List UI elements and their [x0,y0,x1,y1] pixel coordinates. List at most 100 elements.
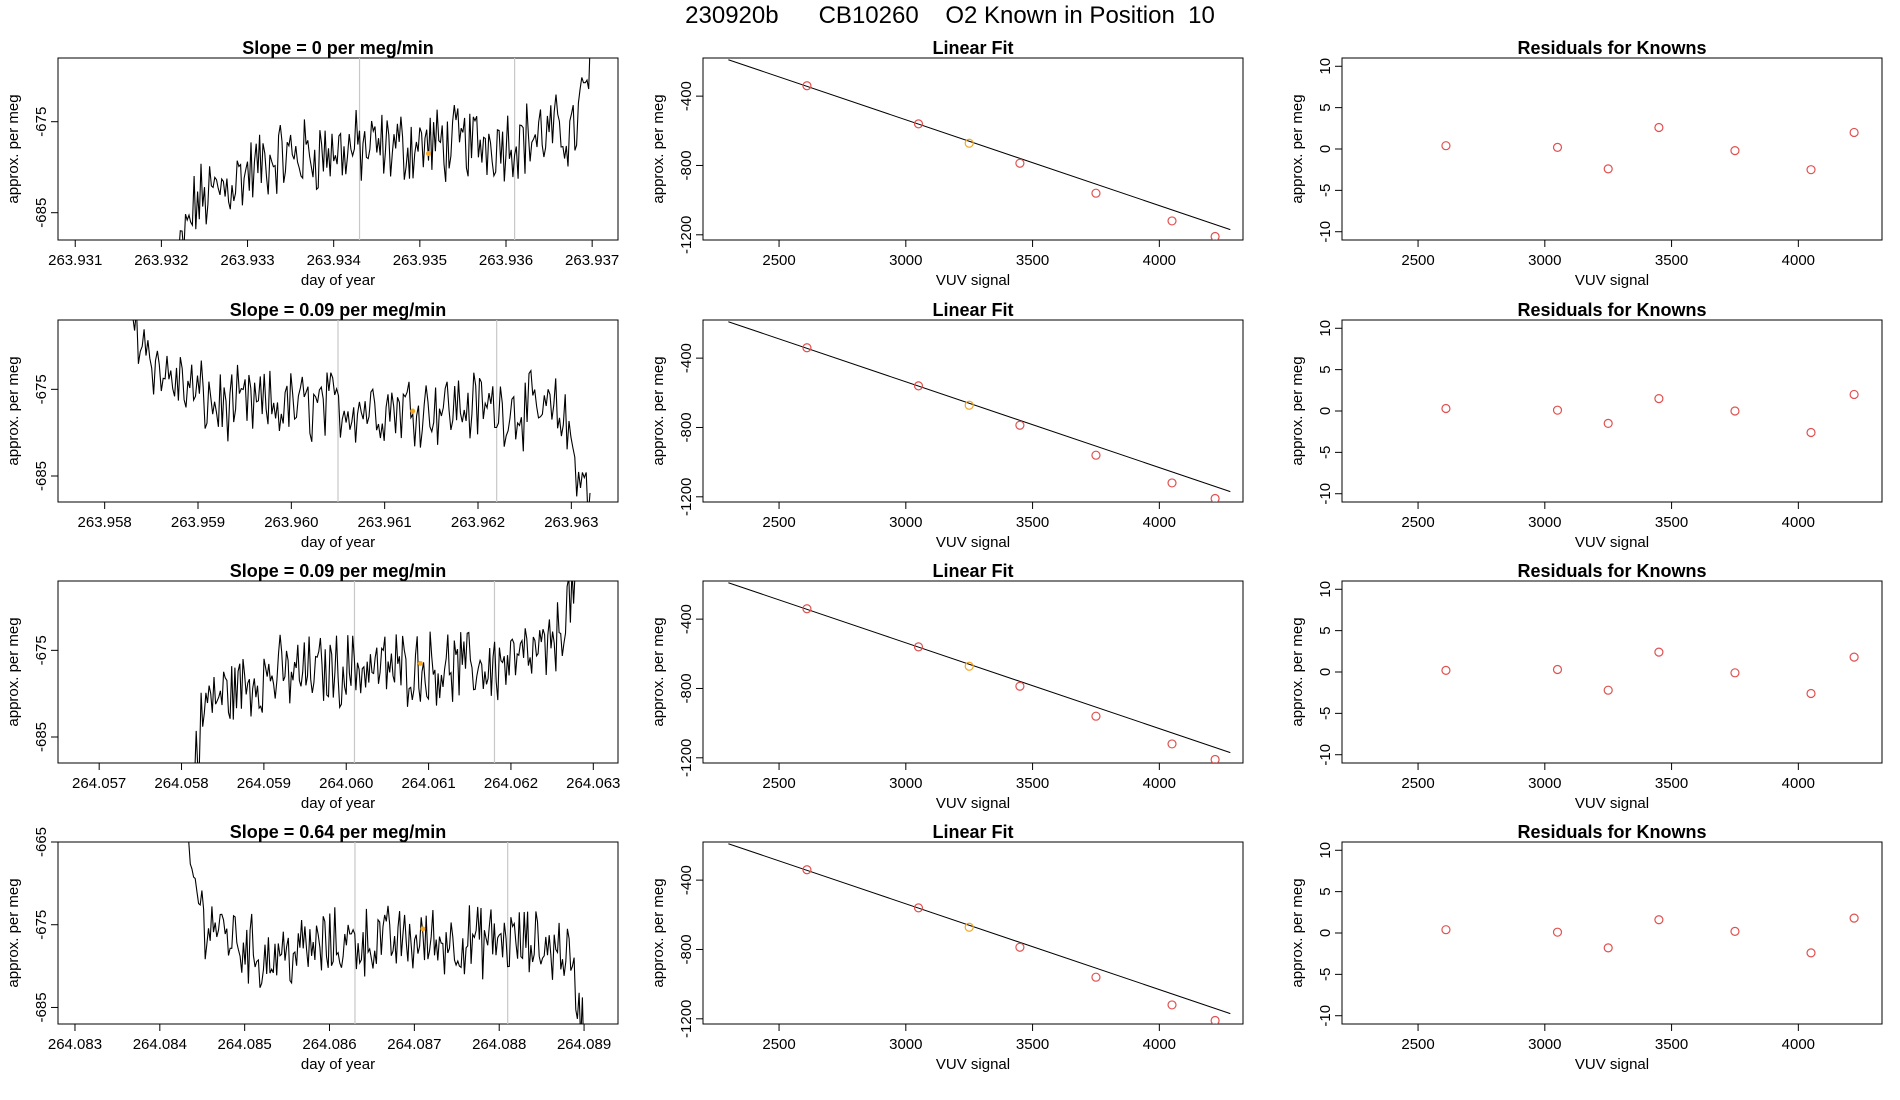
x-tick-label: 3000 [1528,775,1561,792]
data-point [1091,711,1101,721]
x-tick-label: 264.058 [154,775,208,792]
y-axis-label: approx. per meg [650,878,667,987]
x-tick-label: 263.962 [451,514,505,531]
figure-title: 230920b CB10260 O2 Known in Position 10 [685,2,1215,29]
data-point [964,400,974,410]
panel-title: Linear Fit [932,561,1013,581]
residual-point [1552,405,1563,415]
residual-point [1730,668,1740,678]
plot-area [1441,913,1859,958]
panel-r3-c1: Slope = 0.09 per meg/min 264.057 264.058 26… [5,561,620,812]
plot-area [132,320,591,502]
x-tick-label: 264.089 [557,1036,611,1053]
residual-point [1441,925,1451,935]
residual-point [1441,665,1451,675]
y-tick-label: -675 [33,635,50,665]
data-point [964,138,974,148]
y-tick-label: -1200 [678,739,695,777]
y-tick-label: -685 [33,992,50,1022]
x-tick-label: 263.960 [264,514,318,531]
y-axis-label: approx. per meg [5,356,22,465]
y-axis-label: approx. per meg [1289,617,1306,726]
x-tick-label: 3500 [1016,1036,1049,1053]
data-point [964,661,974,671]
panel-title: Linear Fit [932,38,1013,58]
plot-frame [57,57,619,241]
x-tick-label: 264.084 [133,1036,187,1053]
x-tick-label: 263.961 [358,514,412,531]
x-tick-label: 4000 [1143,1036,1176,1053]
panel-r1-c3: Residuals for Knowns 2500 3000 3500 4000 VUV … [1289,38,1883,289]
plot-area [728,59,1231,240]
plot-area [728,582,1231,763]
data-point [1210,754,1220,763]
fit-line [728,321,1231,493]
plot-frame [702,841,1244,1025]
panel-title: Linear Fit [932,822,1013,842]
x-tick-label: 3500 [1655,252,1688,269]
y-tick-label: 5 [1317,103,1334,111]
x-tick-label: 3000 [889,775,922,792]
x-axis-label: VUV signal [1575,272,1649,289]
x-axis-label: VUV signal [936,1056,1010,1073]
y-tick-label: 10 [1317,58,1334,75]
data-point [1210,231,1220,240]
residual-point [1730,146,1740,156]
panel-r1-c1: Slope = 0 per meg/min 263.931 263.932 263.9… [5,38,619,289]
x-tick-label: 4000 [1782,775,1815,792]
x-tick-label: 263.959 [171,514,225,531]
x-tick-label: 3500 [1655,775,1688,792]
data-point [1167,1000,1177,1010]
x-tick-label: 263.958 [78,514,132,531]
x-tick-label: 2500 [762,1036,795,1053]
plot-frame [702,319,1244,503]
x-axis-label: day of year [301,795,375,812]
data-point [913,903,924,913]
x-tick-label: 264.083 [48,1036,102,1053]
data-point [1167,478,1177,488]
panel-r4-c3: Residuals for Knowns 2500 3000 3500 4000 VUV … [1289,822,1883,1073]
residual-point [1552,664,1563,675]
y-tick-label: -1200 [678,478,695,516]
highlight-point [420,926,426,932]
residual-point [1441,141,1451,151]
residual-point [1806,948,1816,958]
y-tick-label: 5 [1317,365,1334,373]
x-tick-label: 263.932 [134,252,188,269]
data-point [1167,739,1177,749]
panel-title: Residuals for Knowns [1517,38,1706,58]
residual-point [1654,915,1664,925]
x-tick-label: 264.060 [319,775,373,792]
x-tick-label: 264.086 [302,1036,356,1053]
y-tick-label: -5 [1317,968,1334,981]
y-tick-label: -675 [33,107,50,137]
y-tick-label: 10 [1317,320,1334,337]
fit-line [728,582,1231,754]
panel-r3-c3: Residuals for Knowns 2500 3000 3500 4000 VUV … [1289,561,1883,812]
y-tick-label: -800 [678,412,695,442]
panel-r2-c2: Linear Fit 2500 3000 3500 4000 VUV signal -400… [650,300,1244,551]
x-axis-label: day of year [301,272,375,289]
plot-area [1441,122,1859,175]
panel-title: Residuals for Knowns [1517,561,1706,581]
residual-point [1552,142,1563,152]
residual-point [1730,926,1740,936]
plot-frame [1341,57,1883,241]
x-tick-label: 4000 [1782,514,1815,531]
x-tick-label: 264.057 [72,775,126,792]
panel-r2-c1: Slope = 0.09 per meg/min 263.958 263.959 26… [5,300,619,551]
residual-point [1849,127,1859,138]
y-tick-label: -685 [33,722,50,752]
data-point [1210,493,1220,502]
y-tick-label: -800 [678,150,695,180]
y-axis-label: approx. per meg [5,94,22,203]
residual-point [1603,943,1613,953]
y-tick-label: -1200 [678,1000,695,1038]
data-point [802,343,812,353]
panel-title: Residuals for Knowns [1517,300,1706,320]
x-tick-label: 264.061 [401,775,455,792]
residual-point [1603,164,1613,174]
x-tick-label: 3500 [1016,514,1049,531]
y-tick-label: 0 [1317,145,1334,153]
x-tick-label: 263.934 [307,252,361,269]
